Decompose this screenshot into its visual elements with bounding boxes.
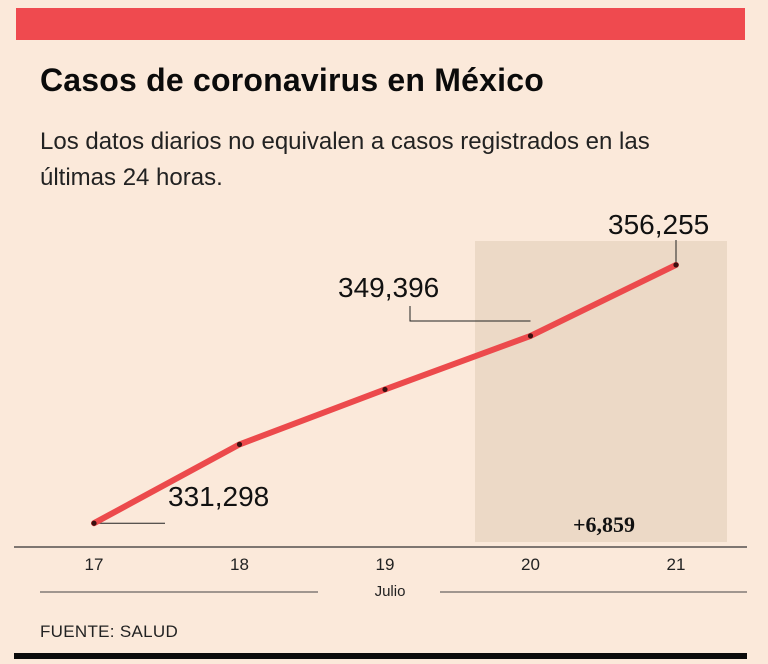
x-tick-18: 18: [230, 555, 249, 574]
x-tick-20: 20: [521, 555, 540, 574]
source-note: FUENTE: SALUD: [40, 622, 179, 641]
chart-subtitle: Los datos diarios no equivalen a casos r…: [40, 128, 650, 191]
highlight-band: [475, 241, 727, 542]
x-tick-19: 19: [376, 555, 395, 574]
data-point-17: [91, 520, 97, 526]
data-point-19: [382, 386, 388, 393]
bottom-rule: [14, 653, 747, 659]
data-point-18: [236, 441, 243, 447]
chart-title: Casos de coronavirus en México: [40, 62, 544, 98]
highlight-annotation: +6,859: [573, 512, 635, 537]
callout-leaders: [94, 240, 677, 524]
x-axis-ticks: 17 18 19 20 21: [85, 555, 686, 574]
x-axis-label: Julio: [375, 583, 406, 600]
data-label-21: 356,255: [608, 209, 709, 240]
data-points: [91, 262, 679, 526]
top-accent-bar: [16, 8, 745, 40]
data-label-20: 349,396: [338, 272, 439, 303]
data-point-21: [673, 262, 679, 268]
leader-line-20: [409, 306, 531, 322]
data-point-20: [527, 333, 534, 339]
data-label-17: 331,298: [168, 481, 269, 512]
data-labels: 331,298 349,396 356,255: [168, 209, 709, 512]
x-tick-21: 21: [667, 555, 686, 574]
x-tick-17: 17: [85, 555, 104, 574]
